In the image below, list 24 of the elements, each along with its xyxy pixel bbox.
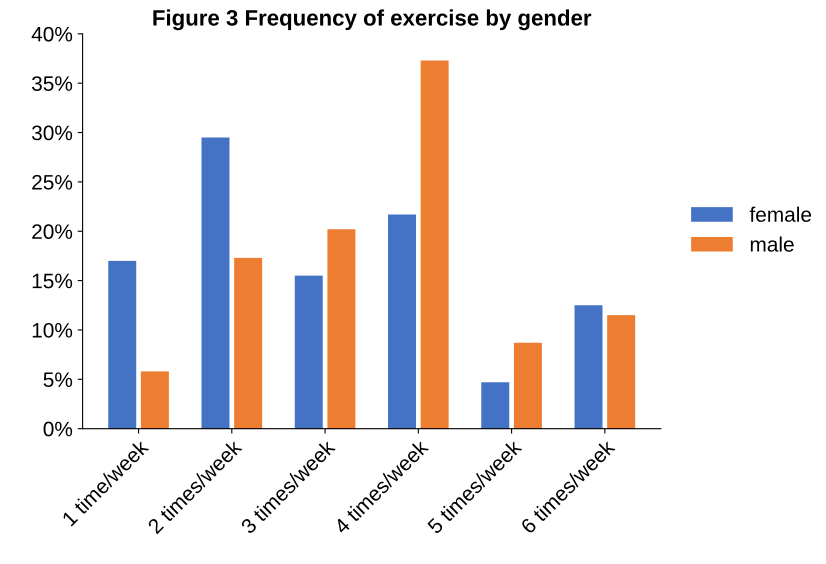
bar: [294, 276, 323, 429]
legend-label: female: [750, 206, 812, 222]
bar: [140, 371, 169, 429]
bar: [327, 229, 356, 429]
bar: [108, 260, 136, 429]
y-tick-label: 30%: [32, 126, 72, 140]
bar: [607, 315, 636, 429]
bar: [388, 214, 416, 429]
chart-title: Figure 3 Frequency of exercise by gender: [153, 9, 592, 30]
y-tick-label: 25%: [32, 174, 72, 190]
y-tick-label: 10%: [32, 322, 72, 338]
bar: [202, 137, 230, 429]
bar: [234, 258, 262, 429]
y-tick-label: 35%: [32, 76, 72, 91]
bar: [574, 305, 603, 429]
y-tick-label: 5%: [44, 372, 72, 388]
y-tick-label: 0%: [44, 422, 72, 436]
bar: [420, 60, 449, 429]
bar: [514, 342, 542, 429]
y-tick-label: 20%: [32, 224, 72, 239]
bar: [481, 382, 510, 429]
y-tick-label: 40%: [32, 26, 72, 42]
legend-label: male: [750, 236, 794, 252]
y-tick-label: 15%: [32, 274, 72, 288]
